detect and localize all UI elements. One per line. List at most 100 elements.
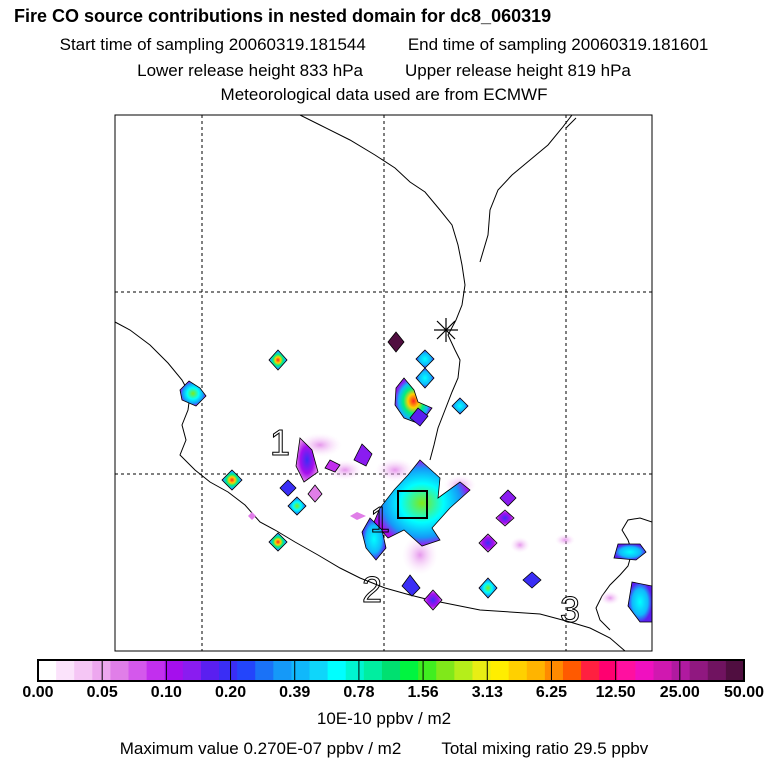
source-patch [307,484,323,503]
track-label: 1 [370,499,390,540]
colorbar-tick-label: 0.00 [22,684,54,701]
colorbar-tick-label: 0.10 [150,684,182,701]
release-heights: Lower release height 833 hPa Upper relea… [0,61,768,81]
colorbar-tick-label: 12.50 [595,684,636,701]
source-patch [451,397,469,415]
source-patch [373,459,471,547]
colorbar-segment [400,660,419,681]
source-patches [179,331,652,623]
sampling-times: Start time of sampling 20060319.181544 E… [0,35,768,55]
colorbar-units: 10E-10 ppbv / m2 [316,709,452,728]
track-label: 1 [270,422,290,463]
colorbar-segment [219,660,238,681]
source-patch [415,367,435,389]
colorbar-segment [146,660,166,681]
source-patch [279,479,297,497]
source-patch [324,459,341,473]
colorbar-segment [562,660,582,681]
colorbar-segment [345,660,365,681]
source-patch [287,496,307,516]
colorbar-frame [37,659,745,682]
source-patch [499,489,517,507]
colorbar-tick-label: 0.20 [214,684,247,701]
colorbar-tick-label: 3.13 [471,684,503,701]
grid-lines [115,115,652,651]
source-patch [627,581,652,623]
source-patch [522,571,542,589]
colorbar-segment [707,660,727,681]
source-patch [268,349,288,371]
colorbar-segment [599,660,618,681]
colorbar-segment [237,660,256,681]
colorbar-segment [490,660,510,681]
colorbar-segment [327,660,347,681]
release-location-star [434,318,458,342]
map-frame [114,114,653,652]
source-patch [409,407,429,427]
met-data-text: Meteorological data used are from ECMWF [220,85,548,104]
colorbar-segment [309,660,329,681]
track-label: 3 [560,589,580,630]
source-patch [495,509,515,527]
source-patch [350,512,366,520]
total-mixing-text: Total mixing ratio 29.5 ppbv [441,739,649,758]
colorbar-segment [436,660,455,681]
colorbar-tick-label: 6.25 [535,684,568,701]
max-value-text: Maximum value 0.270E-07 ppbv / m2 [119,739,402,758]
colorbar-segment [544,660,564,681]
colorbar-segment [74,660,93,681]
source-patch [613,543,647,561]
source-patch [387,331,405,353]
lower-height-text: Lower release height 833 hPa [137,61,363,80]
colorbar-tick-label: 0.78 [343,684,375,701]
colorbar-segment [526,660,546,681]
track-label: 2 [362,569,382,610]
colorbar-segment [128,660,148,681]
upper-height-text: Upper release height 819 hPa [405,61,631,80]
colorbar-segment [635,660,655,681]
colorbar-segment [581,660,600,681]
source-patch [295,437,319,483]
colorbar-tick-label: 50.00 [723,684,765,701]
source-patch [478,533,498,553]
colorbar-segment [182,660,202,681]
colorbar-segment [110,660,130,681]
plot-title: Fire CO source contributions in nested d… [14,6,552,26]
colorbar-tick-label: 0.05 [86,684,118,701]
colorbar-segment [200,660,220,681]
colorbar-segment [671,660,691,681]
colorbar-segment [92,660,112,681]
colorbar-segment [418,660,437,681]
colorbar-segment [381,660,401,681]
colorbar-tick-label: 0.39 [279,684,311,701]
release-box [397,490,428,519]
source-patch [401,574,421,597]
colorbar-segment [725,660,745,681]
colorbar-segment [164,660,184,681]
source-patch [221,469,243,491]
source-patch [248,512,256,520]
colorbar-segment [454,660,474,681]
colorbar-segment [508,660,528,681]
source-patch [179,380,207,407]
source-patch [353,443,373,467]
source-patch [361,517,387,561]
colorbar-segment [472,660,492,681]
colorbar-segment [689,660,709,681]
source-patch [268,532,288,552]
colorbar-segment [617,660,636,681]
footer: Maximum value 0.270E-07 ppbv / m2 Total … [0,739,768,759]
colorbar-segment [38,660,57,681]
colorbar-segment [363,660,383,681]
colorbar-tick-label: 1.56 [407,684,439,701]
colorbar-tick-label: 25.00 [659,684,700,701]
start-time-text: Start time of sampling 20060319.181544 [59,35,366,54]
colorbar-segment [291,660,311,681]
colorbar-segment [56,660,75,681]
source-patch [423,589,443,611]
colorbar-segment [255,660,274,681]
end-time-text: End time of sampling 20060319.181601 [407,35,709,54]
source-patch [478,577,498,599]
